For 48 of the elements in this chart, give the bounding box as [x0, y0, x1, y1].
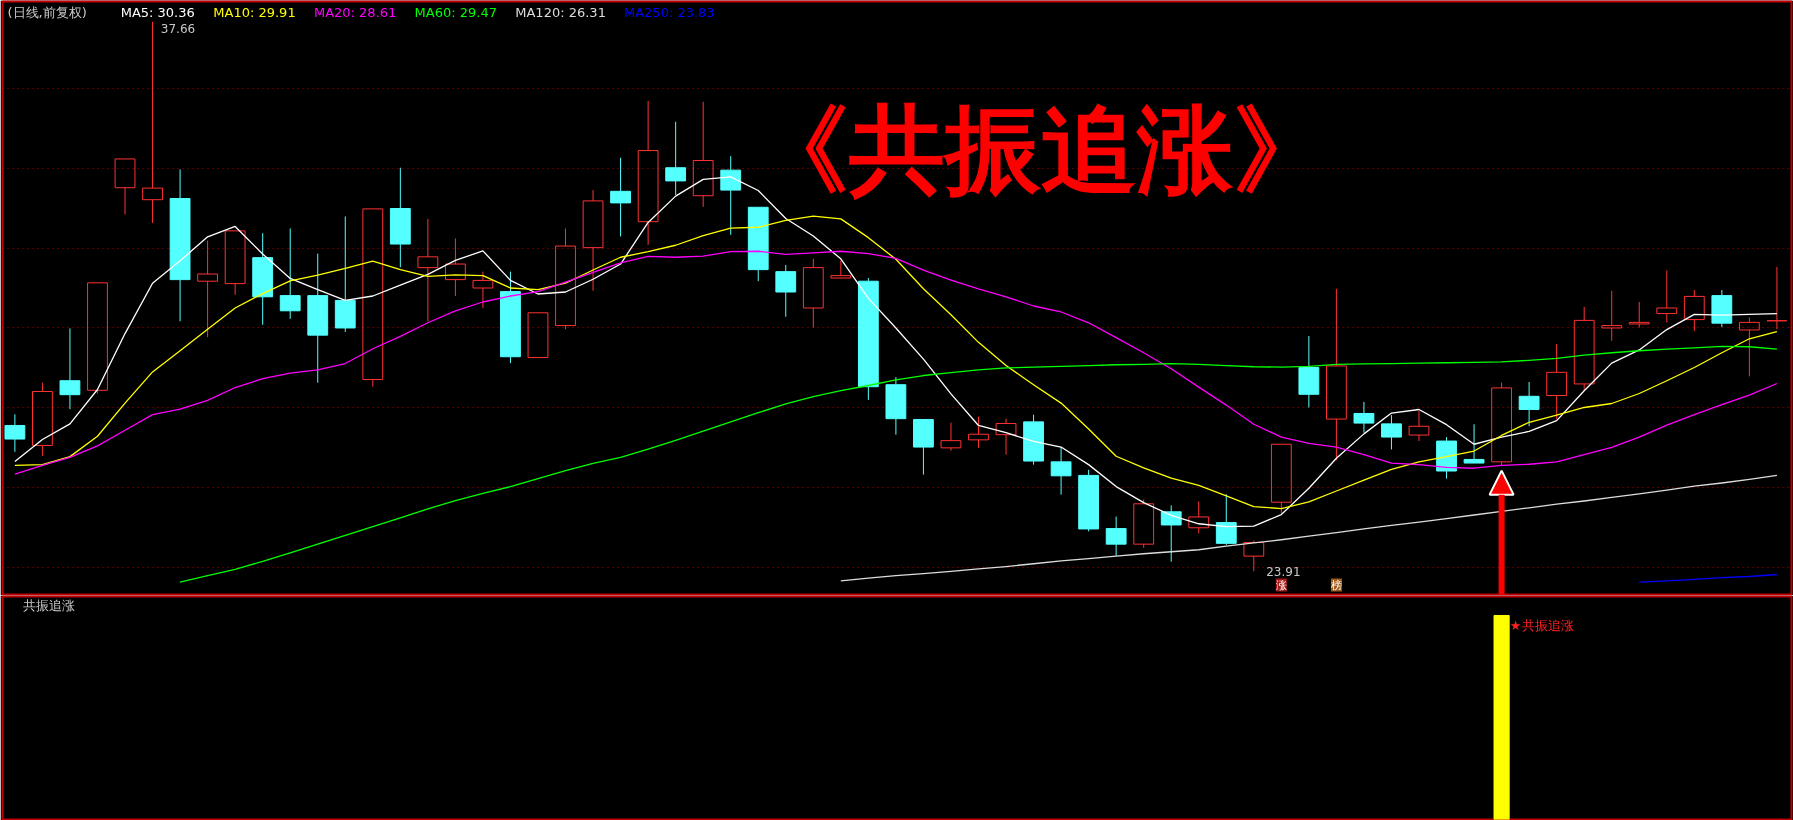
candlestick	[444, 237, 466, 297]
candlestick	[252, 232, 274, 326]
candlestick	[169, 168, 191, 322]
candlestick	[59, 327, 81, 410]
candlestick	[472, 271, 494, 309]
series-label: ★共振追涨	[1509, 618, 1574, 634]
candlestick	[417, 218, 439, 323]
candlestick	[1050, 446, 1072, 496]
candlestick	[720, 155, 742, 236]
candlestick	[1408, 410, 1430, 442]
candlestick	[637, 100, 659, 246]
annotation: 37.66	[160, 21, 196, 36]
annotation: 涨	[1275, 578, 1287, 592]
annotation: 23.91	[1266, 564, 1301, 579]
candlestick	[1353, 401, 1375, 434]
candlestick	[279, 227, 301, 320]
candlestick	[665, 121, 687, 196]
text: 《共振追涨》	[752, 93, 1329, 206]
candlestick	[500, 271, 521, 364]
candlestick	[610, 157, 631, 237]
candlestick	[389, 167, 411, 268]
candlestick	[4, 413, 26, 453]
candlestick	[1601, 290, 1623, 342]
candlestick	[885, 376, 907, 436]
annotation: 榜	[1330, 578, 1342, 592]
candlestick	[692, 101, 714, 208]
candlestick	[857, 277, 879, 401]
chart-title: 共振追涨	[22, 598, 75, 613]
candlestick	[1546, 343, 1568, 420]
candlestick	[940, 422, 962, 452]
text: MA60: 29.47	[414, 5, 497, 20]
candlestick	[1298, 335, 1320, 408]
text: MA20: 28.61	[313, 5, 397, 20]
text: MA250: 23.83	[623, 5, 715, 20]
text: MA10: 29.91	[213, 5, 296, 20]
text: MA120: 26.31	[515, 5, 606, 20]
candlestick	[1766, 266, 1788, 330]
text: MA5: 30.36	[120, 5, 195, 20]
candlestick	[307, 253, 329, 384]
candlestick	[197, 239, 219, 338]
candlestick	[1683, 289, 1705, 332]
candlestick	[142, 21, 163, 224]
candlestick	[995, 418, 1017, 456]
chart-subtitle: (日线,前复权)	[7, 5, 87, 20]
candlestick	[1518, 381, 1540, 427]
candlestick	[582, 189, 604, 292]
candlestick	[1160, 504, 1182, 563]
candlestick	[1325, 288, 1347, 461]
